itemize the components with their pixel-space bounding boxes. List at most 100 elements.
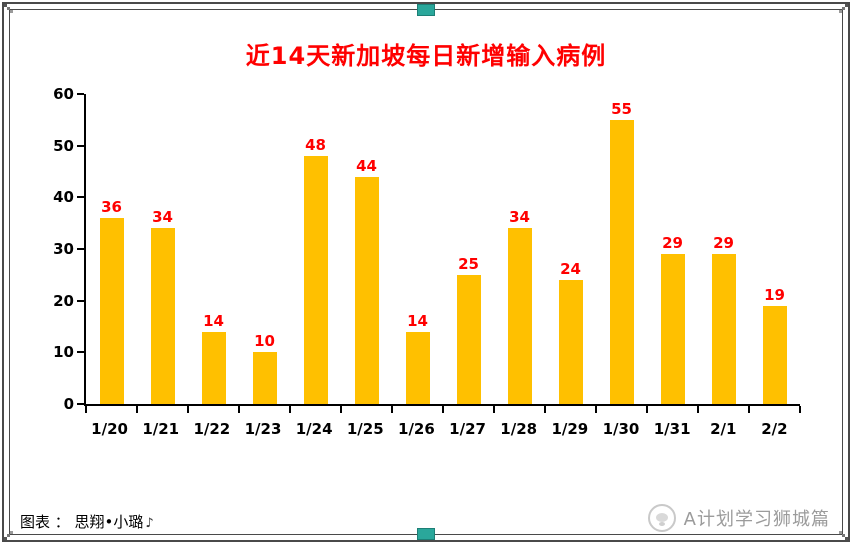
x-axis-label: 1/24 <box>295 420 333 438</box>
x-axis-tick-mark <box>799 406 801 413</box>
x-axis-label: 1/27 <box>449 420 486 438</box>
bar-value-label: 14 <box>203 311 224 330</box>
bar <box>609 119 634 404</box>
x-axis-label: 1/22 <box>193 420 231 438</box>
music-note-icon: ♪ <box>145 516 154 531</box>
bar-value-label: 29 <box>713 234 734 253</box>
source-label: 图表 ： 思翔•小璐 <box>20 513 144 531</box>
bar <box>354 176 379 404</box>
bar-value-label: 29 <box>662 234 683 253</box>
y-axis-tick-label: 60 <box>53 85 74 103</box>
bar <box>150 228 175 404</box>
bar <box>99 218 124 404</box>
bar-value-label: 44 <box>356 156 377 175</box>
bar-column: 10 <box>239 94 290 404</box>
bar-value-label: 25 <box>458 254 479 273</box>
source-caption: 图表 ： 思翔•小璐 ♪ <box>20 511 154 532</box>
y-axis-tick-mark <box>77 299 84 302</box>
y-axis-tick-label: 50 <box>53 136 74 155</box>
x-axis-label: 1/25 <box>346 420 384 438</box>
watermark-text: A计划学习狮城篇 <box>683 509 830 530</box>
x-axis-label: 1/23 <box>244 420 282 438</box>
bar-value-label: 34 <box>152 208 173 227</box>
bar <box>405 331 430 404</box>
bar-column: 55 <box>596 94 647 404</box>
plot-area: 36 34 14 10 48 44 14 25 34 24 55 29 29 19 <box>77 93 801 413</box>
bar <box>660 254 685 404</box>
corner-ornament-icon <box>845 537 848 540</box>
y-axis-tick-label: 20 <box>53 291 74 310</box>
bar <box>201 331 226 404</box>
y-axis: 0 10 20 30 40 50 60 <box>38 85 84 413</box>
corner-ornament-icon <box>845 4 848 7</box>
y-axis-tick-label: 30 <box>53 240 74 258</box>
x-axis-tick-mark <box>646 406 648 413</box>
x-axis-label: 2/1 <box>710 420 737 438</box>
y-axis-tick-mark <box>77 93 84 95</box>
bar-value-label: 36 <box>101 198 122 216</box>
bar-column: 34 <box>137 94 188 404</box>
bar-value-label: 24 <box>560 260 581 278</box>
frame-accent-top <box>417 4 435 16</box>
bar <box>252 352 277 404</box>
bar-chart: 0 10 20 30 40 50 60 36 34 14 10 48 44 14 25 34 24 55 29 29… <box>38 85 801 438</box>
x-axis-tick-mark <box>238 406 240 413</box>
x-axis-tick-mark <box>595 406 597 413</box>
bar-column: 29 <box>647 94 698 404</box>
bar-column: 48 <box>290 94 341 404</box>
x-axis-tick-mark <box>544 406 546 413</box>
x-axis-tick-mark <box>748 406 750 413</box>
y-axis-tick-label: 40 <box>53 188 74 207</box>
bar <box>558 280 583 404</box>
x-axis-tick-mark <box>697 406 699 413</box>
bar-value-label: 10 <box>254 332 275 351</box>
corner-ornament-icon <box>4 537 7 540</box>
y-axis-tick-mark <box>77 351 84 354</box>
x-axis-tick-mark <box>493 406 495 413</box>
x-axis-label: 1/21 <box>142 420 180 438</box>
chart-title: 近14天新加坡每日新增输入病例 <box>245 42 607 70</box>
x-axis-tick-mark <box>289 406 291 413</box>
x-axis-label: 1/31 <box>653 420 691 438</box>
x-axis-tick-mark <box>85 406 87 413</box>
frame-accent-bottom <box>417 528 435 540</box>
x-axis-tick-mark <box>391 406 393 413</box>
y-axis-tick-mark <box>77 403 84 405</box>
bar <box>456 274 481 404</box>
y-axis-tick-label: 0 <box>63 395 74 413</box>
y-axis-tick-label: 10 <box>53 343 74 362</box>
x-axis-tick-mark <box>340 406 342 413</box>
x-axis-label: 1/30 <box>602 420 640 438</box>
bar-column: 44 <box>341 94 392 404</box>
bar-value-label: 34 <box>509 208 530 227</box>
x-axis-tick-mark <box>187 406 189 413</box>
x-axis-label: 2/2 <box>761 420 788 438</box>
bar-column: 14 <box>392 94 443 404</box>
x-axis-labels: 1/20 1/21 1/22 1/23 1/24 1/25 1/26 1/27 1/28 1/29… <box>84 420 800 438</box>
y-axis-tick-mark <box>77 196 84 199</box>
bar-value-label: 48 <box>305 136 326 154</box>
bar <box>762 305 787 404</box>
corner-ornament-icon <box>4 4 7 7</box>
watermark: A计划学习狮城篇 <box>647 504 830 532</box>
bar-value-label: 55 <box>611 99 632 118</box>
bar-column: 25 <box>443 94 494 404</box>
bar-column: 29 <box>698 94 749 404</box>
y-axis-tick-mark <box>77 144 84 147</box>
bar <box>711 254 736 404</box>
bar-value-label: 19 <box>764 285 785 304</box>
x-axis-tick-mark <box>136 406 138 413</box>
bar-column: 36 <box>86 94 137 404</box>
y-axis-tick-mark <box>77 248 84 250</box>
bar <box>507 228 532 404</box>
bar-column: 24 <box>545 94 596 404</box>
x-axis-label: 1/20 <box>91 420 128 438</box>
plot-wrap: 36 34 14 10 48 44 14 25 34 24 55 29 29 19 1/20 1/21 1/2… <box>77 93 801 438</box>
x-axis-label: 1/29 <box>551 420 589 438</box>
x-axis-tick-mark <box>442 406 444 413</box>
bar-column: 34 <box>494 94 545 404</box>
x-axis-label: 1/28 <box>500 420 538 438</box>
watermark-logo-icon <box>647 504 676 532</box>
bar-column: 19 <box>749 94 800 404</box>
